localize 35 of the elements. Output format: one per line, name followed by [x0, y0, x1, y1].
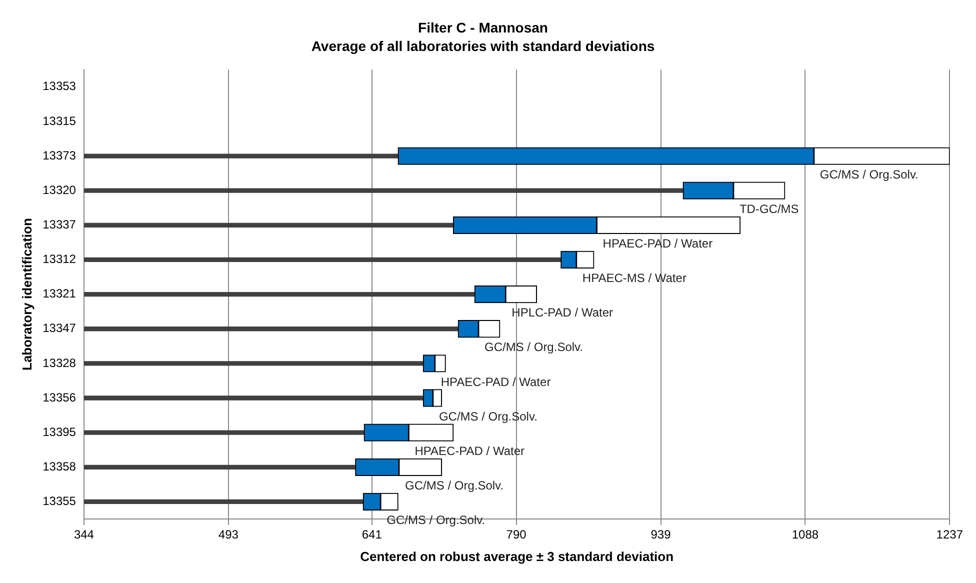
- y-tick-label: 13321: [42, 286, 76, 301]
- y-tick-label: 13312: [42, 252, 76, 266]
- y-tick-label: 13395: [42, 424, 76, 439]
- x-tick-label: 493: [218, 528, 239, 542]
- y-tick-label: 13356: [42, 390, 76, 404]
- y-tick-label: 13355: [42, 494, 76, 508]
- x-tick-label: 1088: [792, 528, 819, 542]
- annotation: GC/MS / Org.Solv.: [820, 167, 918, 182]
- y-axis-title: Laboratory identification: [19, 218, 34, 371]
- chart-subtitle: Average of all laboratories with standard deviations: [311, 38, 655, 54]
- annotation: HPAEC-MS / Water: [582, 271, 686, 286]
- y-tick-label: 13320: [42, 182, 76, 197]
- annotation: HPAEC-PAD / Water: [440, 374, 551, 389]
- annotation: TD-GC/MS: [739, 202, 799, 216]
- x-tick-label: 1237: [936, 528, 964, 542]
- y-tick-label: 13337: [42, 217, 76, 232]
- x-axis-title: Centered on robust average ± 3 standard deviation: [360, 548, 674, 564]
- x-tick-label: 344: [74, 528, 94, 542]
- y-tick-label: 13328: [42, 356, 76, 370]
- y-tick-label: 13358: [42, 459, 76, 474]
- y-tick-label: 13315: [42, 114, 76, 128]
- y-tick-label: 13353: [42, 79, 76, 94]
- annotation: HPAEC-PAD / Water: [414, 444, 525, 458]
- y-tick-label: 13347: [42, 321, 76, 336]
- y-tick-label: 13373: [42, 148, 76, 162]
- annotation: GC/MS / Org.Solv.: [405, 478, 504, 492]
- annotation: HPAEC-PAD / Water: [602, 236, 713, 250]
- annotation: GC/MS / Org.Solv.: [386, 513, 486, 528]
- annotation: GC/MS / Org.Solv.: [484, 340, 583, 354]
- annotation: GC/MS / Org.Solv.: [438, 409, 538, 424]
- chart-title: Filter C - Mannosan: [418, 19, 548, 36]
- x-tick-label: 790: [506, 528, 527, 542]
- x-tick-label: 641: [362, 528, 382, 542]
- annotation: HPLC-PAD / Water: [512, 306, 614, 320]
- x-tick-label: 939: [650, 528, 672, 542]
